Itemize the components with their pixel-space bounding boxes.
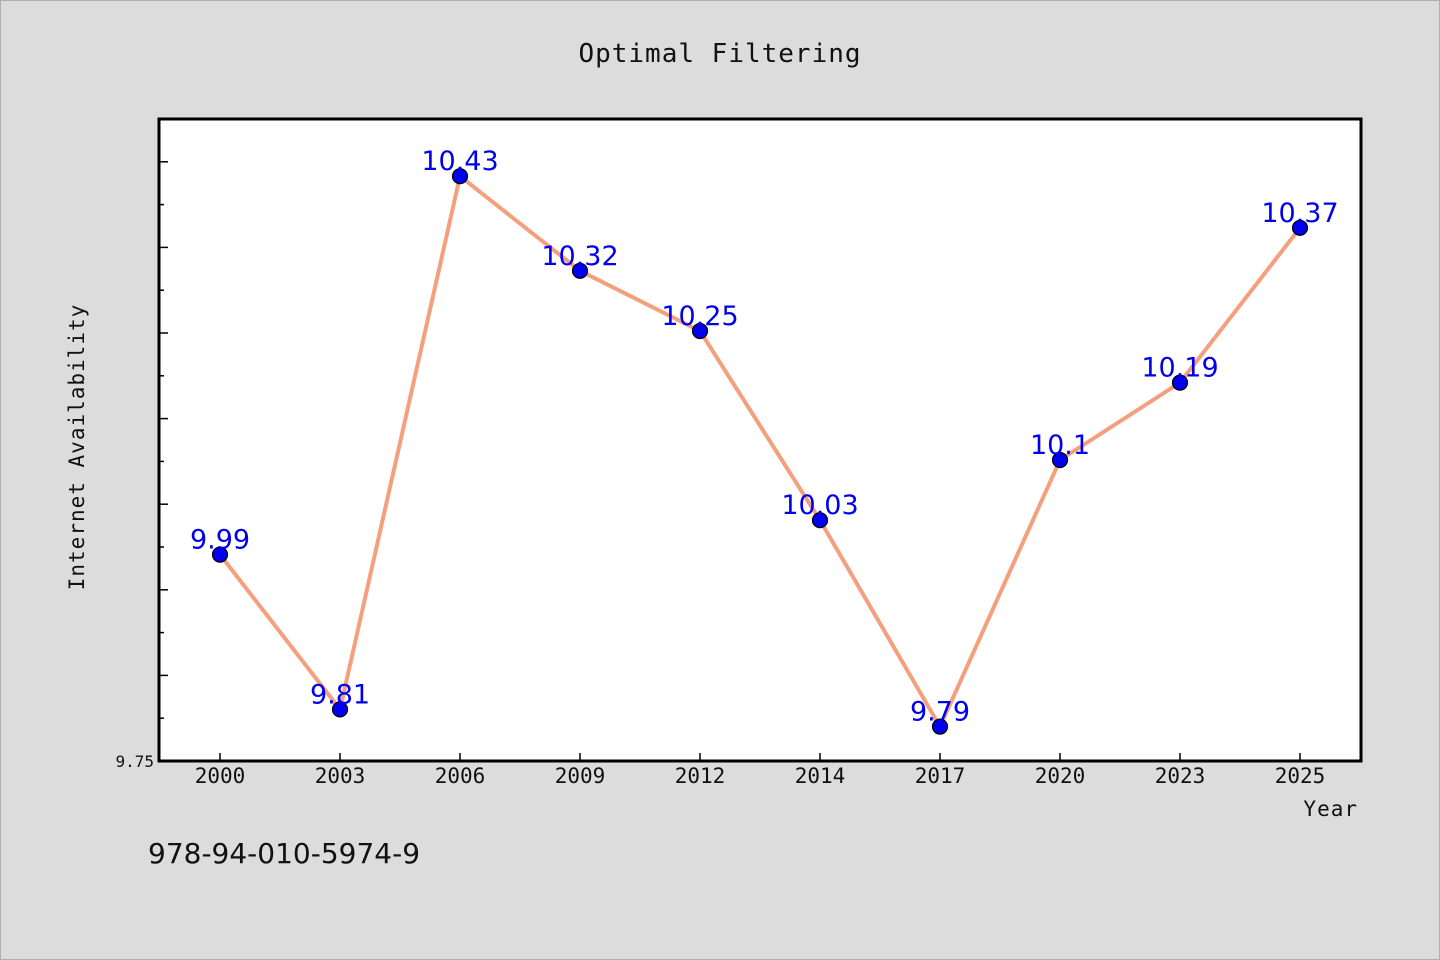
data-point bbox=[211, 546, 229, 563]
x-tick-label: 2000 bbox=[195, 764, 246, 788]
x-axis-label: Year bbox=[1303, 797, 1358, 821]
x-tick-label: 2020 bbox=[1035, 764, 1086, 788]
data-point bbox=[1291, 219, 1309, 236]
x-tick-label: 2003 bbox=[315, 764, 366, 788]
y-axis-min-label: 9.75 bbox=[115, 752, 154, 771]
chart-title: Optimal Filtering bbox=[578, 39, 861, 69]
x-tick-labels: 2000 2003 2006 2009 2012 2014 2017 2020 2023 2025 bbox=[195, 764, 1326, 788]
data-label: 10.1 bbox=[1030, 430, 1090, 461]
data-label: 10.19 bbox=[1141, 353, 1218, 384]
x-tick-label: 2009 bbox=[555, 764, 606, 788]
data-label: 9.99 bbox=[190, 525, 250, 556]
data-label: 10.03 bbox=[781, 490, 858, 521]
data-point bbox=[571, 262, 589, 279]
x-tick-label: 2014 bbox=[795, 764, 846, 788]
footer-isbn: 978-94-010-5974-9 bbox=[148, 837, 420, 870]
data-labels: 9.99 9.81 10.43 10.32 10.25 10.03 9.79 10.1 10.1… bbox=[190, 146, 1339, 727]
x-tick-label: 2017 bbox=[915, 764, 966, 788]
data-point bbox=[811, 512, 829, 529]
data-point bbox=[1171, 374, 1189, 391]
data-label: 9.81 bbox=[310, 679, 370, 710]
series-line bbox=[218, 174, 1302, 729]
data-label: 10.25 bbox=[661, 301, 738, 332]
series-markers bbox=[211, 168, 1309, 735]
x-tick-label: 2025 bbox=[1275, 764, 1326, 788]
x-axis-ticks bbox=[219, 753, 1301, 761]
data-label: 10.37 bbox=[1261, 198, 1338, 229]
x-tick-label: 2023 bbox=[1155, 764, 1206, 788]
data-point bbox=[931, 718, 949, 735]
data-point bbox=[331, 701, 349, 718]
x-tick-label: 2012 bbox=[675, 764, 726, 788]
x-tick-label: 2006 bbox=[435, 764, 486, 788]
y-axis-ticks bbox=[159, 161, 168, 762]
data-point bbox=[1051, 451, 1069, 469]
data-point bbox=[451, 168, 469, 185]
y-axis-label: Internet Availability bbox=[65, 304, 89, 591]
data-point bbox=[691, 322, 709, 340]
plot-area bbox=[157, 117, 1363, 763]
data-label: 10.32 bbox=[541, 241, 618, 272]
data-label: 10.43 bbox=[421, 146, 498, 177]
data-label: 9.79 bbox=[910, 697, 970, 728]
